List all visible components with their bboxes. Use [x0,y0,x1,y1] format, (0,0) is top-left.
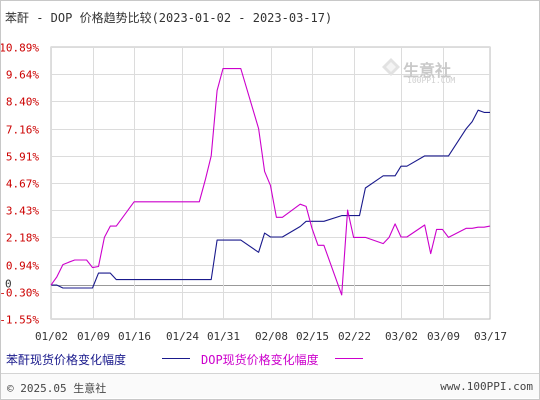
y-tick-label: 9.64% [6,69,39,82]
x-tick-label: 01/16 [118,330,151,343]
dop-series-line [50,68,491,296]
x-tick-label: 01/02 [35,330,68,343]
x-tick-label: 03/02 [385,330,418,343]
y-tick-label: 7.16% [6,124,39,137]
copyright-text: © 2025.05 生意社 [7,382,107,395]
legend-item-phthalic-anhydride: 苯酐现货价格变化幅度 [6,353,127,367]
footer-bar: © 2025.05 生意社 www.100PPI.com [1,373,539,398]
phthalic-anhydride-series-line [51,109,490,289]
x-tick-label: 03/09 [427,330,460,343]
legend-swatch-dop [335,358,363,359]
legend-item-dop: DOP现货价格变化幅度 [201,353,319,367]
y-tick-label: -1.55% [1,314,39,327]
zero-label: 0 [5,278,12,291]
site-link[interactable]: www.100PPI.com [440,380,533,393]
site-watermark: 生意社 100PPI.COM [381,57,461,89]
y-tick-label: 10.89% [1,42,39,55]
price-trend-chart: 10.89% 9.64% 8.40% 7.16% 5.91% 4.67% 3.43% 2.18… [1,42,507,344]
x-tick-label: 01/24 [166,330,199,343]
watermark-brand: 生意社 [403,61,452,80]
watermark-url: 100PPI.COM [407,76,456,85]
x-tick-label: 01/09 [77,330,110,343]
y-tick-label: 8.40% [6,96,39,109]
y-tick-label: 5.91% [6,151,39,164]
y-tick-label: -0.30% [1,287,39,300]
diamond-logo-icon [382,58,400,76]
x-tick-label: 02/15 [296,330,329,343]
x-tick-label: 01/31 [207,330,240,343]
y-tick-label: 3.43% [6,205,39,218]
chart-legend: 苯酐现货价格变化幅度 DOP现货价格变化幅度 [1,349,539,369]
y-tick-label: 2.18% [6,232,39,245]
y-tick-label: 4.67% [6,178,39,191]
chart-title: 苯酐 - DOP 价格趋势比较(2023-01-02 - 2023-03-17) [5,11,333,25]
x-tick-label: 03/17 [474,330,507,343]
x-tick-label: 02/22 [338,330,371,343]
legend-swatch-phthalic-anhydride [162,358,190,359]
y-tick-label: 0.94% [6,260,39,273]
x-tick-label: 02/08 [255,330,288,343]
